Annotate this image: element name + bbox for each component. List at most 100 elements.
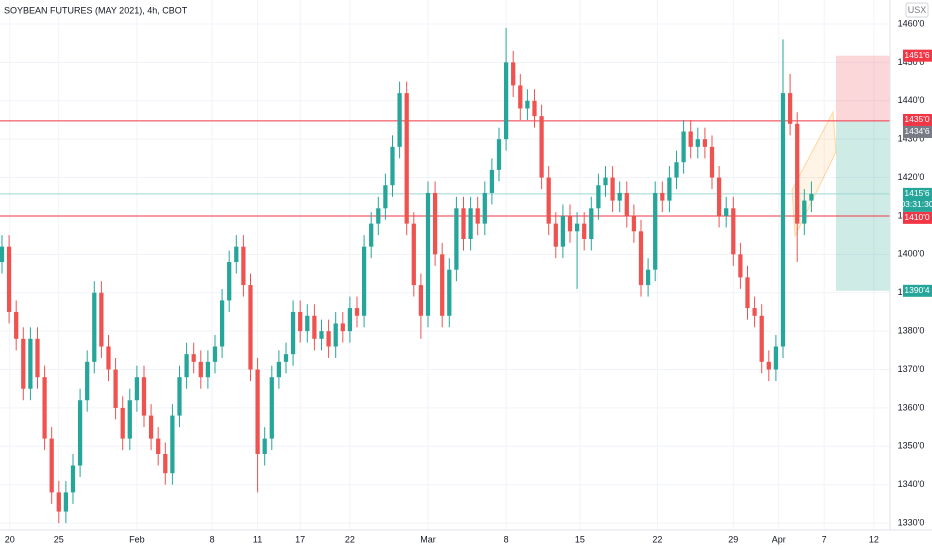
candle-body — [85, 361, 90, 401]
x-tick-label: 7 — [822, 534, 827, 544]
candle-body — [283, 354, 289, 362]
x-tick-label: 8 — [504, 534, 509, 544]
candle-body — [21, 338, 26, 389]
candle-body — [802, 200, 807, 224]
candle-body — [624, 192, 629, 216]
candle-body — [596, 185, 601, 209]
candle-body — [738, 254, 743, 278]
candle-body — [397, 93, 402, 147]
y-tick-label: 1420'0 — [898, 172, 925, 182]
candle-body — [511, 62, 516, 86]
candle-body — [156, 438, 161, 454]
candle-body — [241, 246, 246, 286]
candle-body — [354, 308, 360, 316]
candle-body — [645, 269, 651, 286]
candle-body — [305, 315, 310, 332]
candle-body — [745, 277, 750, 309]
candle-body — [702, 139, 708, 147]
countdown: 03:31:30 — [900, 199, 932, 209]
candle-body — [212, 346, 218, 362]
candle-body — [120, 407, 125, 439]
candle-body — [42, 377, 47, 439]
candle-body — [539, 116, 544, 178]
candle-body — [454, 208, 459, 270]
candle-body — [546, 177, 551, 224]
price-tag-label: 1435'0 — [904, 114, 930, 124]
candle-body — [688, 131, 693, 147]
price-tag — [903, 125, 932, 138]
candle-body — [404, 93, 409, 224]
candle-body — [411, 223, 416, 286]
x-tick-label: 8 — [210, 534, 215, 544]
candle-body — [163, 453, 168, 474]
chart-title: SOYBEAN FUTURES (MAY 2021), 4h, CBOT — [4, 5, 188, 15]
candle-body — [759, 315, 764, 362]
x-tick-label: 12 — [869, 534, 879, 544]
candle-body — [347, 308, 353, 332]
y-tick-label: 1430'0 — [898, 134, 925, 144]
candle-body — [440, 254, 445, 316]
price-tag-label: 1451'6 — [904, 50, 930, 60]
x-tick-label: 15 — [575, 534, 585, 544]
candle-body — [503, 62, 509, 140]
candle-body — [724, 208, 729, 216]
candle-body — [227, 262, 232, 301]
candle-body — [432, 192, 438, 255]
candle-body — [489, 169, 495, 193]
candle-body — [28, 338, 33, 389]
price-tag-label: 1415'6 — [904, 188, 930, 198]
price-tag — [903, 49, 932, 62]
candle-body — [0, 246, 5, 263]
candle-body — [518, 85, 523, 109]
candle-body — [589, 208, 594, 239]
candle-body — [14, 311, 19, 339]
x-tick-label: 20 — [5, 534, 15, 544]
candle-body — [127, 400, 132, 439]
candle-body — [361, 246, 367, 316]
candle-body — [106, 346, 111, 370]
candle-body — [99, 292, 104, 347]
candle-body — [390, 146, 395, 186]
candle-body — [660, 192, 665, 201]
candle-body — [567, 215, 573, 232]
candle-body — [148, 415, 154, 439]
stop-zone — [836, 55, 900, 121]
x-tick-label: 11 — [253, 534, 262, 544]
y-tick-label: 1400'0 — [898, 249, 925, 259]
candle-body — [631, 215, 637, 232]
y-tick-label: 1370'0 — [898, 364, 925, 374]
candle-body — [298, 311, 303, 332]
candle-body — [773, 346, 779, 370]
candle-body — [574, 223, 580, 232]
candle-body — [496, 139, 502, 170]
price-tag-label: 1410'0 — [904, 212, 930, 222]
y-tick-label: 1350'0 — [898, 441, 925, 451]
candle-body — [716, 177, 722, 216]
candle-body — [340, 323, 345, 332]
price-tag — [903, 187, 932, 212]
x-tick-label: Apr — [772, 534, 786, 544]
x-tick-label: 29 — [728, 534, 738, 544]
candle-body — [77, 400, 83, 466]
candle-body — [468, 208, 473, 239]
price-axis — [890, 0, 932, 550]
candle-body — [653, 192, 658, 270]
candle-body — [376, 208, 381, 224]
candle-body — [63, 492, 69, 512]
candle-body — [198, 361, 203, 378]
candle-body — [766, 361, 771, 370]
candle-body — [134, 377, 140, 401]
candle-body — [809, 193, 814, 201]
candle-body — [752, 308, 757, 316]
horizontal-lines — [0, 120, 890, 217]
candle-body — [787, 93, 793, 124]
candle-body — [695, 139, 700, 147]
candle-body — [681, 131, 686, 163]
price-tag — [903, 211, 932, 224]
candle-body — [333, 323, 338, 347]
candle-body — [56, 492, 61, 512]
position-tool — [836, 55, 900, 291]
candle-body — [447, 269, 452, 316]
candle-body — [262, 438, 267, 454]
